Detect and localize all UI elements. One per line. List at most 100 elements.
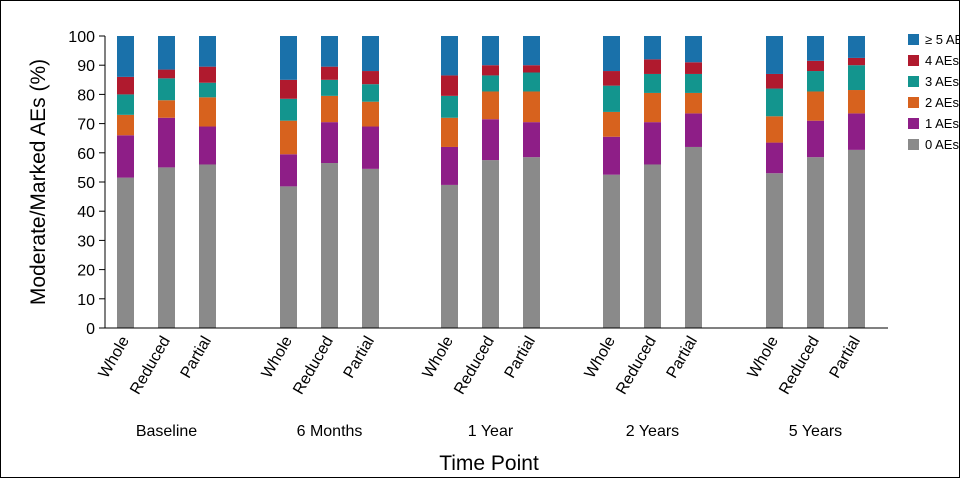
bar-segment (644, 122, 661, 165)
bar-segment (199, 82, 216, 98)
bar-segment (482, 75, 499, 92)
bar-segment (158, 36, 175, 70)
legend-swatch (908, 97, 919, 108)
bar-segment (766, 73, 783, 89)
bar-segment (158, 78, 175, 101)
bar-segment (848, 36, 865, 58)
bar-segment (321, 36, 338, 67)
bar-segment (482, 119, 499, 161)
y-tick-label: 30 (77, 233, 95, 250)
bar-category-label: Whole (420, 333, 457, 381)
legend-swatch (908, 76, 919, 87)
bar-segment (321, 79, 338, 96)
bar-segment (441, 36, 458, 76)
legend-swatch (908, 34, 919, 45)
bar-segment (441, 117, 458, 147)
bar-category-label: Whole (745, 333, 782, 381)
y-tick-label: 100 (68, 29, 95, 46)
bar-category-label: Reduced (451, 334, 498, 398)
bar-segment (766, 88, 783, 117)
group-label: Baseline (136, 423, 197, 440)
y-tick-label: 90 (77, 58, 95, 75)
y-tick-label: 20 (77, 263, 95, 280)
bar-segment (199, 126, 216, 165)
legend-label: 2 AEs (925, 95, 959, 110)
bar-segment (603, 85, 620, 112)
bar-segment (848, 90, 865, 114)
bar-segment (482, 91, 499, 120)
y-tick-label: 40 (77, 204, 95, 221)
bar-segment (766, 116, 783, 143)
bar-segment (523, 65, 540, 73)
bar-segment (199, 66, 216, 83)
bar-segment (280, 79, 297, 99)
y-tick-label: 60 (77, 146, 95, 163)
bar-segment (117, 114, 134, 136)
legend-label: ≥ 5 AEs (925, 32, 960, 47)
group-label: 1 Year (468, 423, 514, 440)
y-tick-label: 0 (86, 321, 95, 338)
bar-segment (685, 36, 702, 63)
bar-category-label: Whole (582, 333, 619, 381)
bar-segment (603, 36, 620, 72)
legend-label: 0 AEs (925, 137, 959, 152)
bar-segment (603, 111, 620, 137)
bar-segment (362, 71, 379, 85)
legend-label: 1 AEs (925, 116, 959, 131)
bar-segment (117, 76, 134, 95)
bar-segment (280, 186, 297, 328)
bar-segment (441, 184, 458, 328)
bar-segment (644, 92, 661, 123)
bar-segment (685, 62, 702, 74)
bar-segment (848, 65, 865, 91)
bar-segment (848, 57, 865, 66)
bar-category-label: Reduced (613, 334, 660, 398)
bar-segment (362, 126, 379, 169)
bar-segment (603, 174, 620, 328)
group-label: 6 Months (297, 423, 363, 440)
bar-category-label: Reduced (776, 334, 823, 398)
bar-segment (644, 73, 661, 93)
bar-category-label: Reduced (290, 334, 337, 398)
legend-label: 3 AEs (925, 74, 959, 89)
bar-category-label: Reduced (127, 334, 174, 398)
bar-segment (117, 94, 134, 115)
bar-segment (603, 136, 620, 175)
bar-segment (766, 36, 783, 74)
bar-segment (644, 59, 661, 74)
bar-category-label: Partial (178, 334, 215, 382)
bar-segment (766, 142, 783, 174)
bar-segment (362, 101, 379, 127)
bar-series (117, 36, 865, 328)
y-tick-label: 80 (77, 87, 95, 104)
y-tick-label: 70 (77, 117, 95, 134)
bar-segment (685, 73, 702, 93)
legend-swatch (908, 139, 919, 150)
bar-segment (807, 120, 824, 158)
group-labels: Baseline 6 Months 1 Year 2 Years 5 Years (136, 423, 842, 440)
x-axis-title: Time Point (439, 452, 539, 475)
bar-segment (766, 173, 783, 328)
bar-segment (807, 157, 824, 328)
bar-segment (199, 97, 216, 127)
bar-segment (685, 113, 702, 147)
bar-segment (523, 91, 540, 123)
y-axis-ticks: 0 10 20 30 40 50 60 70 80 90 100 (68, 29, 105, 338)
bar-segment (158, 69, 175, 79)
y-tick-label: 50 (77, 175, 95, 192)
bar-segment (441, 75, 458, 96)
bar-segment (199, 36, 216, 67)
y-tick-label: 10 (77, 292, 95, 309)
bar-segment (482, 36, 499, 66)
bar-segment (117, 177, 134, 328)
bar-segment (603, 71, 620, 86)
bar-segment (482, 65, 499, 76)
legend-swatch (908, 55, 919, 66)
y-axis-title: Moderate/Marked AEs (%) (27, 59, 50, 305)
bar-segment (321, 66, 338, 80)
bar-segment (523, 72, 540, 92)
bar-segment (685, 92, 702, 114)
legend: ≥ 5 AEs 4 AEs 3 AEs 2 AEs 1 AEs 0 AEs (908, 32, 960, 152)
bar-segment (158, 100, 175, 118)
